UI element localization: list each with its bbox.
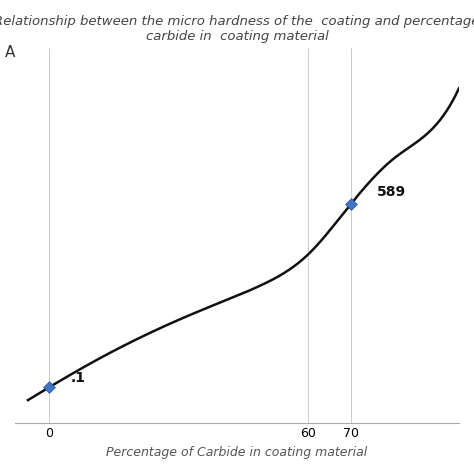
Point bbox=[46, 383, 53, 391]
Point bbox=[347, 200, 355, 207]
Text: .1: .1 bbox=[71, 371, 86, 384]
Title: Relationship between the micro hardness of the  coating and percentage
carbide i: Relationship between the micro hardness … bbox=[0, 15, 474, 43]
X-axis label: Percentage of Carbide in coating material: Percentage of Carbide in coating materia… bbox=[106, 446, 368, 459]
Text: A: A bbox=[5, 45, 15, 60]
Text: 589: 589 bbox=[377, 184, 406, 199]
